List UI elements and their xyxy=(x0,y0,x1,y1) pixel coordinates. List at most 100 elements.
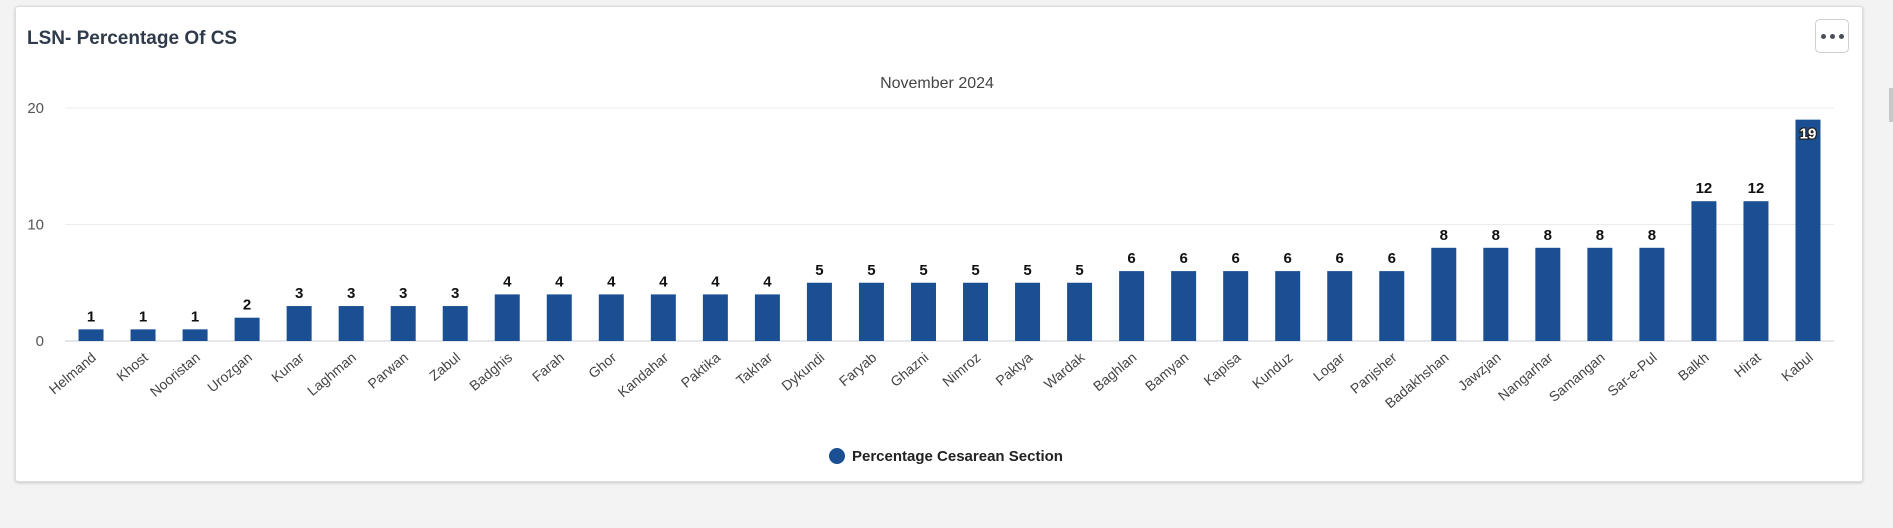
more-options-button[interactable] xyxy=(1815,19,1849,53)
grid-lines xyxy=(65,107,1834,342)
bar[interactable] xyxy=(650,294,676,341)
data-label: 3 xyxy=(399,285,407,302)
legend-label: Percentage Cesarean Section xyxy=(852,448,1063,465)
data-label: 8 xyxy=(1596,227,1604,244)
bar[interactable] xyxy=(546,294,572,341)
bar[interactable] xyxy=(598,294,624,341)
x-tick-label: Sar-e-Pul xyxy=(1604,349,1660,399)
bar[interactable] xyxy=(130,329,156,341)
data-label: 19 xyxy=(1800,126,1817,143)
data-label: 8 xyxy=(1440,227,1448,244)
x-tick-label: Ghor xyxy=(585,349,619,381)
data-label: 5 xyxy=(1075,262,1083,279)
bar[interactable] xyxy=(338,306,364,341)
x-tick-label: Paktya xyxy=(992,349,1035,389)
bar[interactable] xyxy=(806,282,832,341)
bar[interactable] xyxy=(1691,201,1717,341)
bar[interactable] xyxy=(1171,271,1197,341)
more-horizontal-icon xyxy=(1820,33,1826,39)
bar[interactable] xyxy=(1795,119,1821,342)
data-label: 5 xyxy=(919,262,927,279)
x-tick-label: Kabul xyxy=(1778,349,1816,384)
card-title: LSN- Percentage Of CS xyxy=(27,28,238,49)
bar[interactable] xyxy=(1015,282,1041,341)
x-tick-label: Wardak xyxy=(1041,348,1089,392)
bar[interactable] xyxy=(910,282,936,341)
x-tick-label: Baghlan xyxy=(1090,349,1140,394)
data-label: 4 xyxy=(503,273,512,290)
x-tick-label: Helmand xyxy=(46,349,99,397)
bar[interactable] xyxy=(1067,282,1093,341)
bar[interactable] xyxy=(442,306,468,341)
bar[interactable] xyxy=(182,329,208,341)
data-label: 2 xyxy=(243,297,251,314)
data-label: 4 xyxy=(607,273,616,290)
bar[interactable] xyxy=(858,282,884,341)
bar[interactable] xyxy=(1379,271,1405,341)
bar[interactable] xyxy=(78,329,104,341)
bar[interactable] xyxy=(1483,247,1509,341)
bar[interactable] xyxy=(494,294,520,341)
data-label: 4 xyxy=(763,273,772,290)
data-label: 8 xyxy=(1492,227,1500,244)
data-label: 12 xyxy=(1748,180,1765,197)
x-tick-label: Kunar xyxy=(268,349,307,385)
data-label: 5 xyxy=(971,262,979,279)
data-label: 4 xyxy=(555,273,564,290)
data-label: 6 xyxy=(1336,250,1344,267)
x-tick-label: Khost xyxy=(113,349,151,384)
x-tick-label: Bamyan xyxy=(1142,349,1192,394)
x-tick-label: Parwan xyxy=(364,349,411,392)
bar[interactable] xyxy=(1275,271,1301,341)
bar[interactable] xyxy=(1431,247,1457,341)
chart-subtitle: November 2024 xyxy=(880,75,994,92)
x-tick-label: Badghis xyxy=(466,349,515,394)
x-tick-label: Nangarhar xyxy=(1495,349,1556,404)
legend[interactable]: Percentage Cesarean Section xyxy=(829,448,1063,465)
bar[interactable] xyxy=(1223,271,1249,341)
data-label: 1 xyxy=(87,308,95,325)
x-tick-label: Farah xyxy=(529,349,567,385)
x-tick-label: Nooristan xyxy=(147,349,203,400)
x-tick-label: Jawzjan xyxy=(1455,349,1504,394)
x-tick-label: Kapisa xyxy=(1201,349,1244,389)
x-tick-label: Urozgan xyxy=(204,349,255,395)
bar[interactable] xyxy=(1327,271,1353,341)
bar[interactable] xyxy=(234,317,260,341)
legend-marker xyxy=(829,448,845,464)
data-label: 6 xyxy=(1179,250,1187,267)
bar[interactable] xyxy=(1639,247,1665,341)
chart-card: LSN- Percentage Of CS xyxy=(15,6,1863,482)
bar[interactable] xyxy=(1119,271,1145,341)
data-label: 8 xyxy=(1544,227,1552,244)
x-tick-label: Zabul xyxy=(426,349,463,384)
bar[interactable] xyxy=(390,306,416,341)
data-label: 8 xyxy=(1648,227,1656,244)
data-label: 6 xyxy=(1284,250,1292,267)
scrollbar-edge[interactable] xyxy=(1889,88,1893,122)
bar[interactable] xyxy=(1535,247,1561,341)
x-tick-label: Takhar xyxy=(733,349,776,388)
bar[interactable] xyxy=(702,294,728,341)
x-tick-label: Kandahar xyxy=(614,349,671,401)
bar[interactable] xyxy=(754,294,780,341)
y-tick-label: 10 xyxy=(27,217,44,234)
x-tick-label: Balkh xyxy=(1675,349,1712,384)
data-label: 6 xyxy=(1231,250,1239,267)
x-tick-label: Paktika xyxy=(678,349,724,391)
data-label: 3 xyxy=(451,285,459,302)
bar[interactable] xyxy=(1587,247,1613,341)
data-label: 4 xyxy=(659,273,668,290)
bar[interactable] xyxy=(1743,201,1769,341)
data-label: 12 xyxy=(1696,180,1713,197)
x-tick-label: Samangan xyxy=(1546,349,1608,405)
x-tick-label: Nimroz xyxy=(939,349,983,390)
data-label: 5 xyxy=(1023,262,1031,279)
bar[interactable] xyxy=(963,282,989,341)
y-axis: 0 10 20 xyxy=(27,100,44,350)
data-label: 6 xyxy=(1388,250,1396,267)
bar[interactable] xyxy=(286,306,312,341)
